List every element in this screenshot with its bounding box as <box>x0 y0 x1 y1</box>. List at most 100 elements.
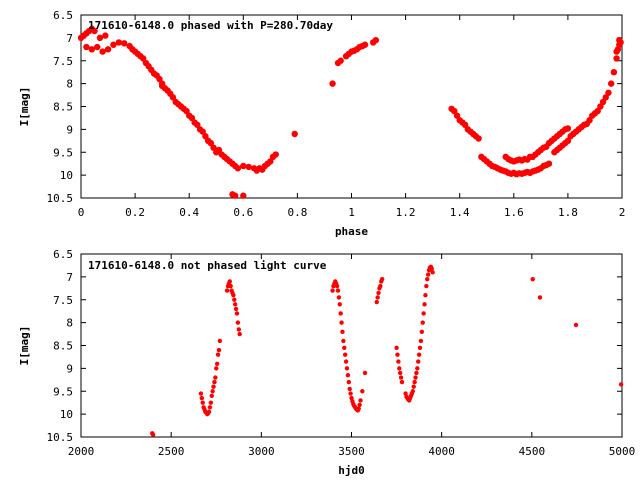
unphased-data-point <box>211 384 216 389</box>
phased-x-tick-label: 0 <box>78 206 85 219</box>
unphased-y-axis-label: I[mag] <box>18 326 31 366</box>
unphased-data-point <box>231 292 236 298</box>
unphased-y-tick-label: 6.5 <box>53 248 73 261</box>
unphased-data-point <box>358 398 363 403</box>
unphased-data-point <box>399 379 405 385</box>
unphased-data-point <box>421 311 426 316</box>
unphased-data-point <box>216 347 222 353</box>
phased-data-point <box>240 162 247 170</box>
phased-data-point <box>613 55 620 62</box>
unphased-data-point <box>214 366 219 371</box>
unphased-data-point <box>429 266 434 271</box>
unphased-x-tick-label: 5000 <box>609 445 636 458</box>
unphased-data-point <box>212 379 217 385</box>
unphased-data-point <box>374 299 379 305</box>
phased-data-point <box>613 48 620 55</box>
unphased-data-point <box>398 375 404 380</box>
unphased-data-point <box>236 327 241 332</box>
phased-data-point <box>610 68 618 76</box>
unphased-y-tick-label: 10 <box>60 408 73 421</box>
phased-x-tick-label: 0.8 <box>287 206 307 219</box>
phased-data-point <box>607 80 615 87</box>
phased-y-tick-label: 10 <box>60 169 73 182</box>
unphased-data-point <box>416 359 421 364</box>
unphased-data-point <box>340 329 345 334</box>
unphased-data-point <box>233 306 239 312</box>
phased-data-point <box>88 46 96 53</box>
phased-x-tick-label: 1.2 <box>396 206 416 219</box>
phased-data-point <box>83 43 90 51</box>
phased-data-point <box>605 89 612 96</box>
unphased-data-point <box>397 366 402 371</box>
unphased-y-tick-label: 9.5 <box>53 385 73 398</box>
phased-data-point <box>291 130 298 138</box>
phased-y-tick-label: 6.5 <box>53 9 73 22</box>
phased-data-point <box>272 151 279 158</box>
unphased-chart-title: 171610-6148.0 not phased light curve <box>88 259 327 272</box>
unphased-data-point <box>200 400 205 405</box>
phased-x-axis-label: phase <box>335 225 368 238</box>
unphased-x-tick-label: 2500 <box>158 445 185 458</box>
unphased-data-point <box>397 370 403 376</box>
unphased-data-point <box>420 320 425 325</box>
unphased-data-point <box>228 283 233 289</box>
unphased-data-point <box>416 352 422 357</box>
unphased-data-point <box>334 283 340 289</box>
phased-data-point <box>245 163 252 171</box>
unphased-data-point <box>378 283 383 289</box>
phased-data-point <box>234 165 242 172</box>
unphased-data-point <box>342 345 347 350</box>
unphased-data-point <box>424 283 429 289</box>
phased-y-axis-label: I[mag] <box>18 87 31 127</box>
unphased-data-point <box>379 276 385 282</box>
unphased-data-point <box>232 297 237 302</box>
phased-data-point <box>115 39 123 46</box>
phased-y-tick-label: 7.5 <box>53 55 73 68</box>
phased-data-point <box>337 57 344 64</box>
unphased-data-point <box>430 270 435 275</box>
unphased-data-point <box>338 311 343 316</box>
unphased-y-tick-label: 9 <box>66 362 73 375</box>
unphased-data-point <box>537 295 543 300</box>
phased-data-point <box>231 192 239 199</box>
unphased-data-point <box>425 272 431 277</box>
phased-x-tick-label: 2 <box>619 206 626 219</box>
phased-data-point <box>545 160 553 167</box>
unphased-data-point <box>232 302 238 307</box>
unphased-data-point <box>425 276 430 282</box>
phased-data-point <box>91 27 98 35</box>
unphased-data-point <box>206 409 212 415</box>
phased-data-point <box>329 80 336 87</box>
unphased-data-point <box>337 302 342 307</box>
phased-data-point <box>121 40 128 47</box>
phased-y-tick-label: 10.5 <box>47 192 74 205</box>
phased-data-point <box>96 34 104 42</box>
phased-data-point <box>240 192 247 199</box>
phased-y-tick-label: 8 <box>66 78 73 91</box>
unphased-data-point <box>419 329 425 334</box>
unphased-data-point <box>330 288 335 293</box>
unphased-data-point <box>199 395 205 401</box>
phased-x-tick-label: 0.4 <box>179 206 199 219</box>
unphased-data-point <box>217 338 223 344</box>
unphased-plot-frame <box>80 253 623 438</box>
phased-data-point <box>372 36 380 44</box>
phased-data-point <box>94 43 101 51</box>
phased-data-point <box>104 46 112 53</box>
unphased-data-point <box>227 279 232 284</box>
unphased-data-point <box>346 379 351 385</box>
phased-x-tick-label: 0.2 <box>125 206 145 219</box>
unphased-data-point <box>411 384 416 389</box>
unphased-data-point <box>198 391 204 396</box>
unphased-data-point <box>417 345 423 350</box>
unphased-y-tick-label: 10.5 <box>47 431 74 444</box>
unphased-y-tick-label: 7.5 <box>53 294 73 307</box>
unphased-x-tick-label: 2000 <box>68 445 95 458</box>
unphased-data-point <box>224 288 230 293</box>
unphased-data-point <box>207 405 213 410</box>
unphased-data-point <box>375 295 380 300</box>
phased-data-point <box>361 41 369 48</box>
unphased-data-point <box>618 382 624 387</box>
unphased-data-point <box>235 320 241 325</box>
unphased-data-point <box>335 288 341 293</box>
